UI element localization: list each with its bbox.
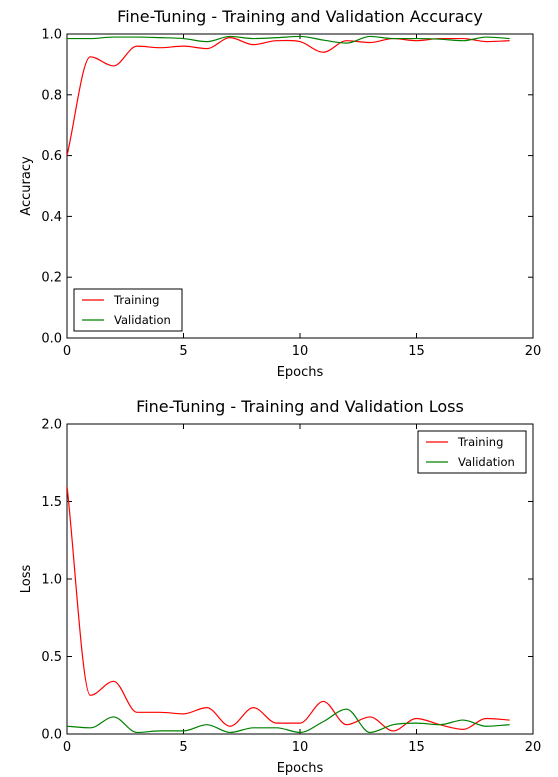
y-tick-label: 0.6 — [41, 149, 62, 164]
y-tick-label: 2.0 — [41, 418, 62, 433]
x-tick-label: 20 — [525, 344, 542, 359]
x-axis-label: Epochs — [277, 365, 324, 380]
y-tick-label: 1.0 — [41, 28, 62, 43]
series-line-validation — [67, 708, 510, 734]
legend-label-validation: Validation — [114, 313, 171, 327]
x-tick-label: 15 — [408, 344, 425, 359]
legend-label-validation: Validation — [458, 455, 515, 469]
series-line-validation — [67, 35, 510, 44]
chart-panel-2: Fine-Tuning - Training and Validation Lo… — [19, 397, 541, 776]
x-tick-label: 5 — [179, 344, 187, 359]
y-tick-label: 1.5 — [41, 495, 62, 510]
x-tick-label: 0 — [63, 344, 71, 359]
y-tick-label: 0.5 — [41, 650, 62, 665]
x-tick-label: 5 — [179, 740, 187, 755]
legend-box — [73, 288, 183, 332]
y-tick-label: 0.8 — [41, 88, 62, 103]
x-tick-label: 10 — [292, 740, 309, 755]
series-line-training — [67, 37, 510, 156]
chart-title: Fine-Tuning - Training and Validation Ac… — [117, 7, 483, 26]
x-tick-label: 0 — [63, 740, 71, 755]
y-tick-label: 0.0 — [41, 728, 62, 743]
x-axis-label: Epochs — [277, 761, 324, 776]
chart-panel-1: Fine-Tuning - Training and Validation Ac… — [19, 7, 541, 380]
y-tick-label: 0.4 — [41, 210, 62, 225]
legend-label-training: Training — [113, 293, 159, 307]
legend-label-training: Training — [457, 435, 503, 449]
y-axis-label: Accuracy — [19, 156, 34, 216]
x-tick-label: 10 — [292, 344, 309, 359]
y-tick-label: 0.0 — [41, 332, 62, 347]
chart-title: Fine-Tuning - Training and Validation Lo… — [136, 397, 464, 416]
legend: Training Validation — [73, 288, 183, 332]
y-axis-label: Loss — [19, 565, 34, 594]
y-tick-label: 1.0 — [41, 573, 62, 588]
x-tick-label: 20 — [525, 740, 542, 755]
legend: Training Validation — [417, 430, 527, 474]
y-tick-label: 0.2 — [41, 271, 62, 286]
series-line-training — [67, 485, 510, 732]
x-tick-label: 15 — [408, 740, 425, 755]
legend-box — [417, 430, 527, 474]
